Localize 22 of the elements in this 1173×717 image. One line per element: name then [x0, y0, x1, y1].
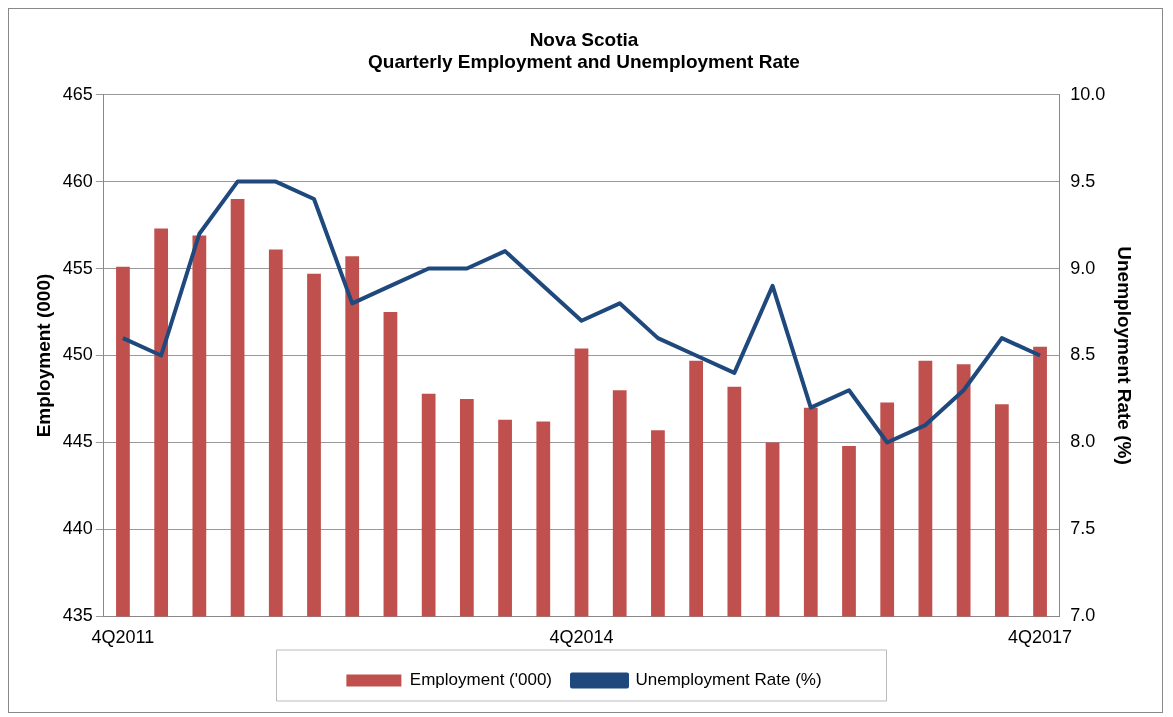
x-tick-label: 4Q2017 — [1008, 627, 1073, 648]
y2-tick-label: 9.0 — [1070, 257, 1096, 278]
y2-tick-label: 7.5 — [1070, 518, 1096, 539]
y2-tick-label: 8.5 — [1070, 344, 1096, 365]
y-tick-label: 450 — [62, 344, 93, 365]
y-tick-label: 435 — [62, 605, 93, 626]
x-tick-label: 4Q2011 — [91, 627, 155, 648]
y-tick-label: 460 — [62, 170, 93, 191]
y-axis-title: Employment (000) — [32, 273, 54, 438]
y2-tick-label: 8.0 — [1070, 431, 1096, 452]
legend-label: Employment ('000) — [409, 670, 553, 690]
chart-title: Nova Scotia Quarterly Employment and Unemployment Rate — [368, 28, 800, 73]
x-tick-label: 4Q2014 — [549, 627, 614, 648]
y2-axis-title: Unemployment Rate (%) — [1114, 246, 1136, 465]
legend-label: Unemployment Rate (%) — [635, 670, 822, 690]
y-tick-label: 445 — [62, 431, 93, 452]
y2-tick-label: 7.0 — [1070, 605, 1096, 626]
y-tick-label: 440 — [62, 518, 93, 539]
y-tick-label: 465 — [62, 83, 93, 104]
y-tick-label: 455 — [62, 257, 93, 278]
y2-tick-label: 9.5 — [1070, 170, 1096, 191]
y2-tick-label: 10.0 — [1070, 83, 1106, 104]
